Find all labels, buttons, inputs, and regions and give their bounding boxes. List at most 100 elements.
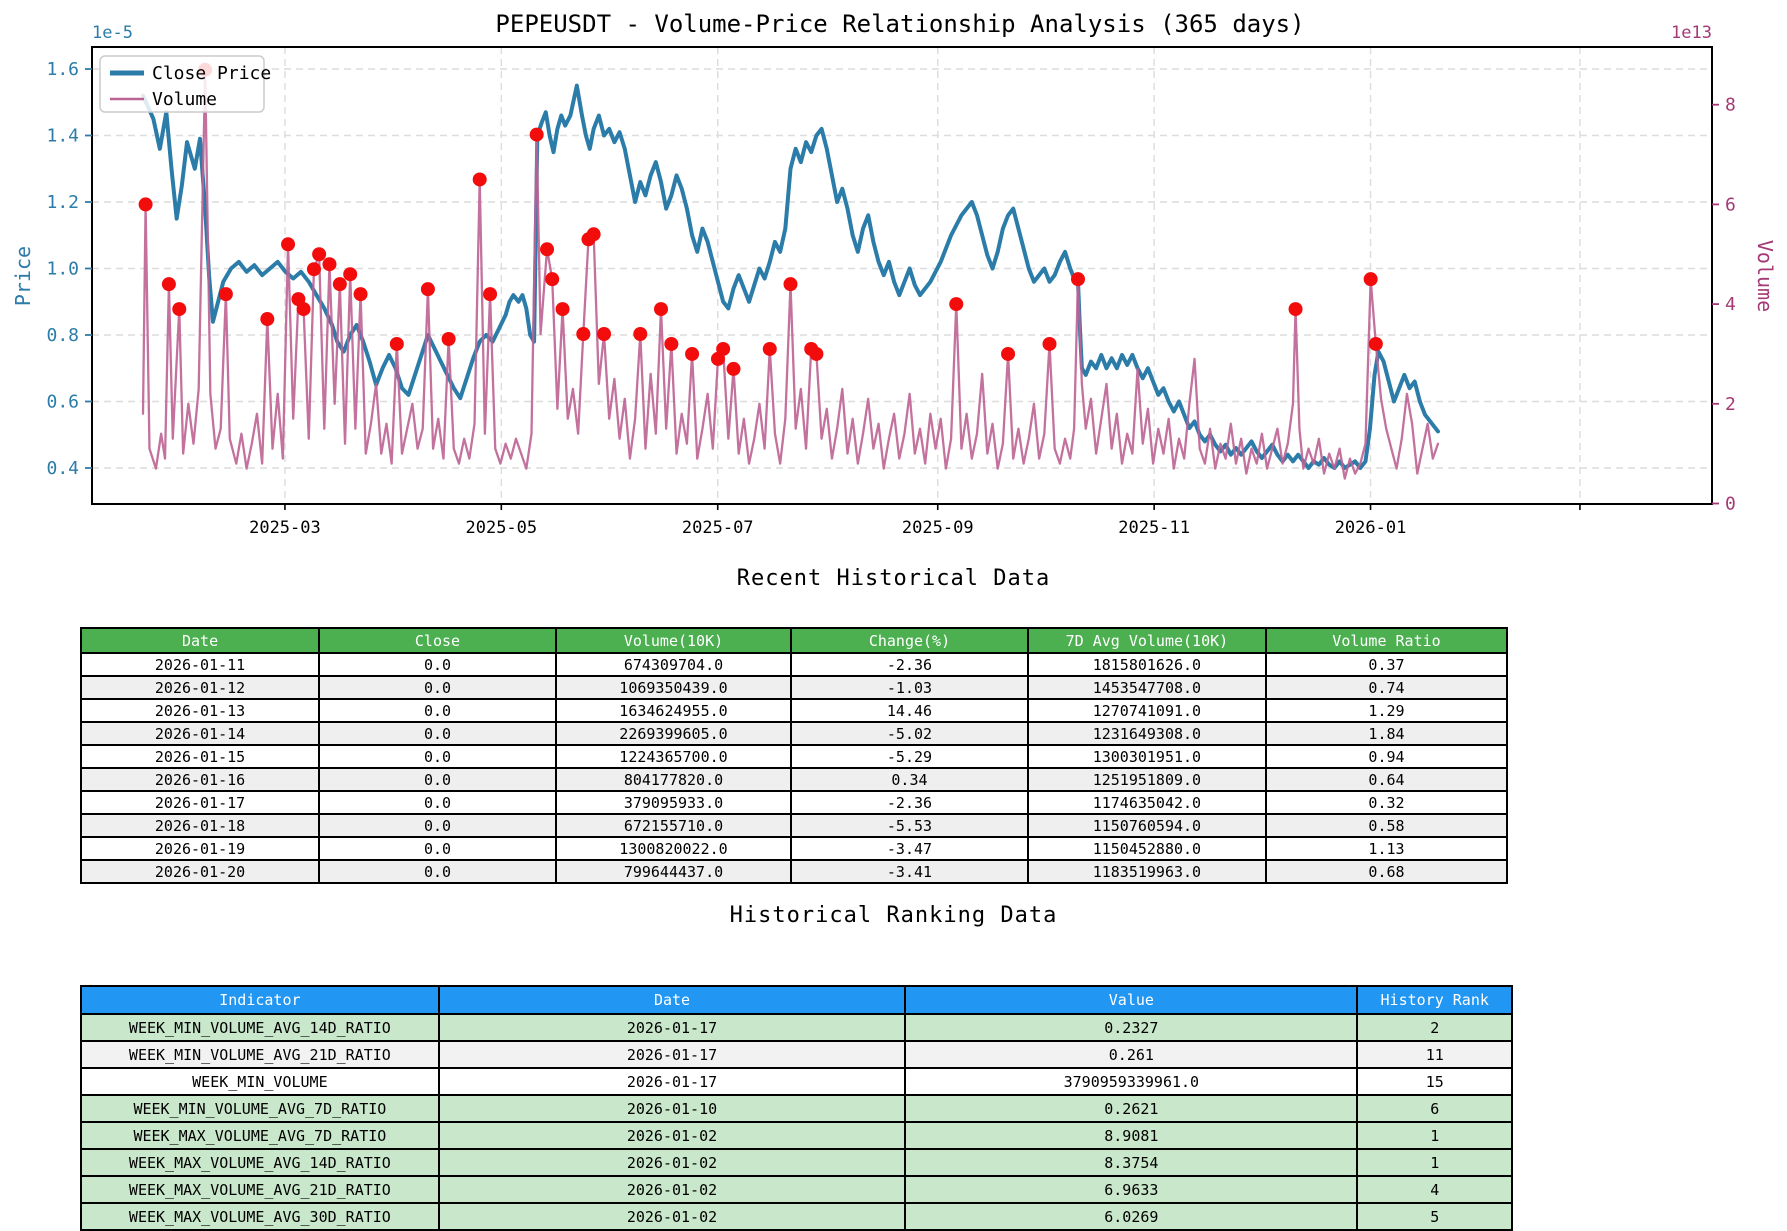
table-cell: 2026-01-18 <box>79 813 321 838</box>
table-cell: 2026-01-17 <box>437 1067 907 1096</box>
left-tick-label: 0.4 <box>46 458 79 479</box>
table-cell: 0.94 <box>1264 744 1509 769</box>
table-cell: 0.0 <box>318 859 557 884</box>
table-cell: 2026-01-02 <box>437 1121 907 1150</box>
table-cell: 0.0 <box>318 744 557 769</box>
table-cell: WEEK_MIN_VOLUME_AVG_7D_RATIO <box>80 1094 440 1123</box>
table-cell: -5.29 <box>790 744 1029 769</box>
volume-spike-dot <box>664 336 679 351</box>
left-tick-label: 1.4 <box>46 126 79 147</box>
volume-spike-dot <box>685 346 700 361</box>
table-cell: 2 <box>1356 1013 1513 1042</box>
header-row: Date Close Volume(10K) Change(%) 7D Avg Volu… <box>79 627 1509 654</box>
table-cell: 0.74 <box>1264 675 1509 700</box>
header-row: Indicator Date Value History Rank <box>80 985 1513 1015</box>
column-header: History Rank <box>1356 985 1513 1015</box>
volume-spike-dot <box>545 272 560 287</box>
right-axis-offset-label: 1e13 <box>1671 23 1712 43</box>
table-row: 2026-01-12 0.0 1069350439.0 -1.03 1453547708… <box>79 675 1509 700</box>
legend: Close Price Volume <box>99 55 271 113</box>
x-tick-label: 2025-03 <box>249 518 321 538</box>
volume-spike-dot <box>1368 336 1383 351</box>
volume-spike-dot <box>441 331 456 346</box>
legend-volume-label: Volume <box>152 89 217 110</box>
column-header: Value <box>904 985 1359 1015</box>
table-row: WEEK_MAX_VOLUME_AVG_7D_RATIO 2026-01-02 8.… <box>80 1121 1513 1150</box>
volume-spike-markers <box>138 62 1383 376</box>
table-cell: 0.0 <box>318 767 557 792</box>
volume-spike-dot <box>322 257 337 272</box>
left-tick-label: 1.0 <box>46 259 79 280</box>
left-axis-title: Price <box>11 246 35 306</box>
right-tick-label: 8 <box>1725 95 1736 116</box>
table-cell: 1 <box>1356 1121 1513 1150</box>
table-row: 2026-01-13 0.0 1634624955.0 14.46 1270741091… <box>79 698 1509 723</box>
volume-spike-dot <box>281 237 296 252</box>
table-row: 2026-01-19 0.0 1300820022.0 -3.47 1150452880… <box>79 836 1509 861</box>
table-cell: 1 <box>1356 1148 1513 1177</box>
table-cell: 2026-01-13 <box>79 698 321 723</box>
recent-data-title: Recent Historical Data <box>736 566 1051 591</box>
volume-spike-dot <box>540 242 555 257</box>
table-cell: 11 <box>1356 1040 1513 1069</box>
table-cell: 1183519963.0 <box>1026 859 1267 884</box>
table-row: 2026-01-18 0.0 672155710.0 -5.53 1150760594.… <box>79 813 1509 838</box>
table-cell: 1.29 <box>1264 698 1509 723</box>
table-cell: 1300301951.0 <box>1026 744 1267 769</box>
table-cell: -5.53 <box>790 813 1029 838</box>
table-cell: 804177820.0 <box>554 767 793 792</box>
volume-spike-dot <box>218 287 233 302</box>
table-cell: WEEK_MAX_VOLUME_AVG_7D_RATIO <box>80 1121 440 1150</box>
x-tick-label: 2025-07 <box>682 518 754 538</box>
volume-spike-dot <box>586 227 601 242</box>
table-cell: WEEK_MIN_VOLUME_AVG_14D_RATIO <box>80 1013 440 1042</box>
table-cell: 0.0 <box>318 675 557 700</box>
table-cell: 2026-01-17 <box>79 790 321 815</box>
column-header: Close <box>318 627 557 654</box>
table-cell: WEEK_MIN_VOLUME_AVG_21D_RATIO <box>80 1040 440 1069</box>
table-cell: -3.47 <box>790 836 1029 861</box>
grid-lines <box>92 47 1712 504</box>
table-cell: 15 <box>1356 1067 1513 1096</box>
table-cell: 0.0 <box>318 652 557 677</box>
volume-spike-dot <box>172 302 187 317</box>
table-row: 2026-01-14 0.0 2269399605.0 -5.02 1231649308… <box>79 721 1509 746</box>
left-tick-label: 1.6 <box>46 59 79 80</box>
table-cell: 1150760594.0 <box>1026 813 1267 838</box>
table-cell: 3790959339961.0 <box>904 1067 1359 1096</box>
right-tick-label: 6 <box>1725 194 1736 215</box>
volume-spike-dot <box>633 327 648 342</box>
table-cell: 2026-01-02 <box>437 1202 907 1231</box>
table-cell: 1251951809.0 <box>1026 767 1267 792</box>
table-cell: 0.261 <box>904 1040 1359 1069</box>
table-cell: WEEK_MAX_VOLUME_AVG_14D_RATIO <box>80 1148 440 1177</box>
volume-spike-dot <box>597 327 612 342</box>
volume-line <box>141 68 1440 480</box>
table-cell: 1174635042.0 <box>1026 790 1267 815</box>
table-cell: 0.2327 <box>904 1013 1359 1042</box>
close-price-line <box>141 83 1440 470</box>
chart-title: PEPEUSDT - Volume-Price Relationship Ana… <box>495 10 1304 38</box>
table-cell: 6 <box>1356 1094 1513 1123</box>
table-cell: 1069350439.0 <box>554 675 793 700</box>
table-cell: 379095933.0 <box>554 790 793 815</box>
column-header: Volume Ratio <box>1264 627 1509 654</box>
table-cell: 0.34 <box>790 767 1029 792</box>
table-cell: 2026-01-16 <box>79 767 321 792</box>
x-tick-label: 2025-11 <box>1118 518 1190 538</box>
table-cell: 0.2621 <box>904 1094 1359 1123</box>
recent-data-table: Date Close Volume(10K) Change(%) 7D Avg Volu… <box>79 627 1509 884</box>
right-tick-label: 0 <box>1725 494 1736 515</box>
table-cell: 1224365700.0 <box>554 744 793 769</box>
table-cell: 0.64 <box>1264 767 1509 792</box>
table-cell: 1453547708.0 <box>1026 675 1267 700</box>
table-cell: 1634624955.0 <box>554 698 793 723</box>
table-cell: 674309704.0 <box>554 652 793 677</box>
left-tick-label: 0.6 <box>46 392 79 413</box>
volume-spike-dot <box>809 346 824 361</box>
table-cell: 2026-01-19 <box>79 836 321 861</box>
volume-spike-dot <box>716 341 731 356</box>
volume-spike-dot <box>1042 336 1057 351</box>
volume-spike-dot <box>1001 346 1016 361</box>
right-tick-label: 2 <box>1725 394 1736 415</box>
